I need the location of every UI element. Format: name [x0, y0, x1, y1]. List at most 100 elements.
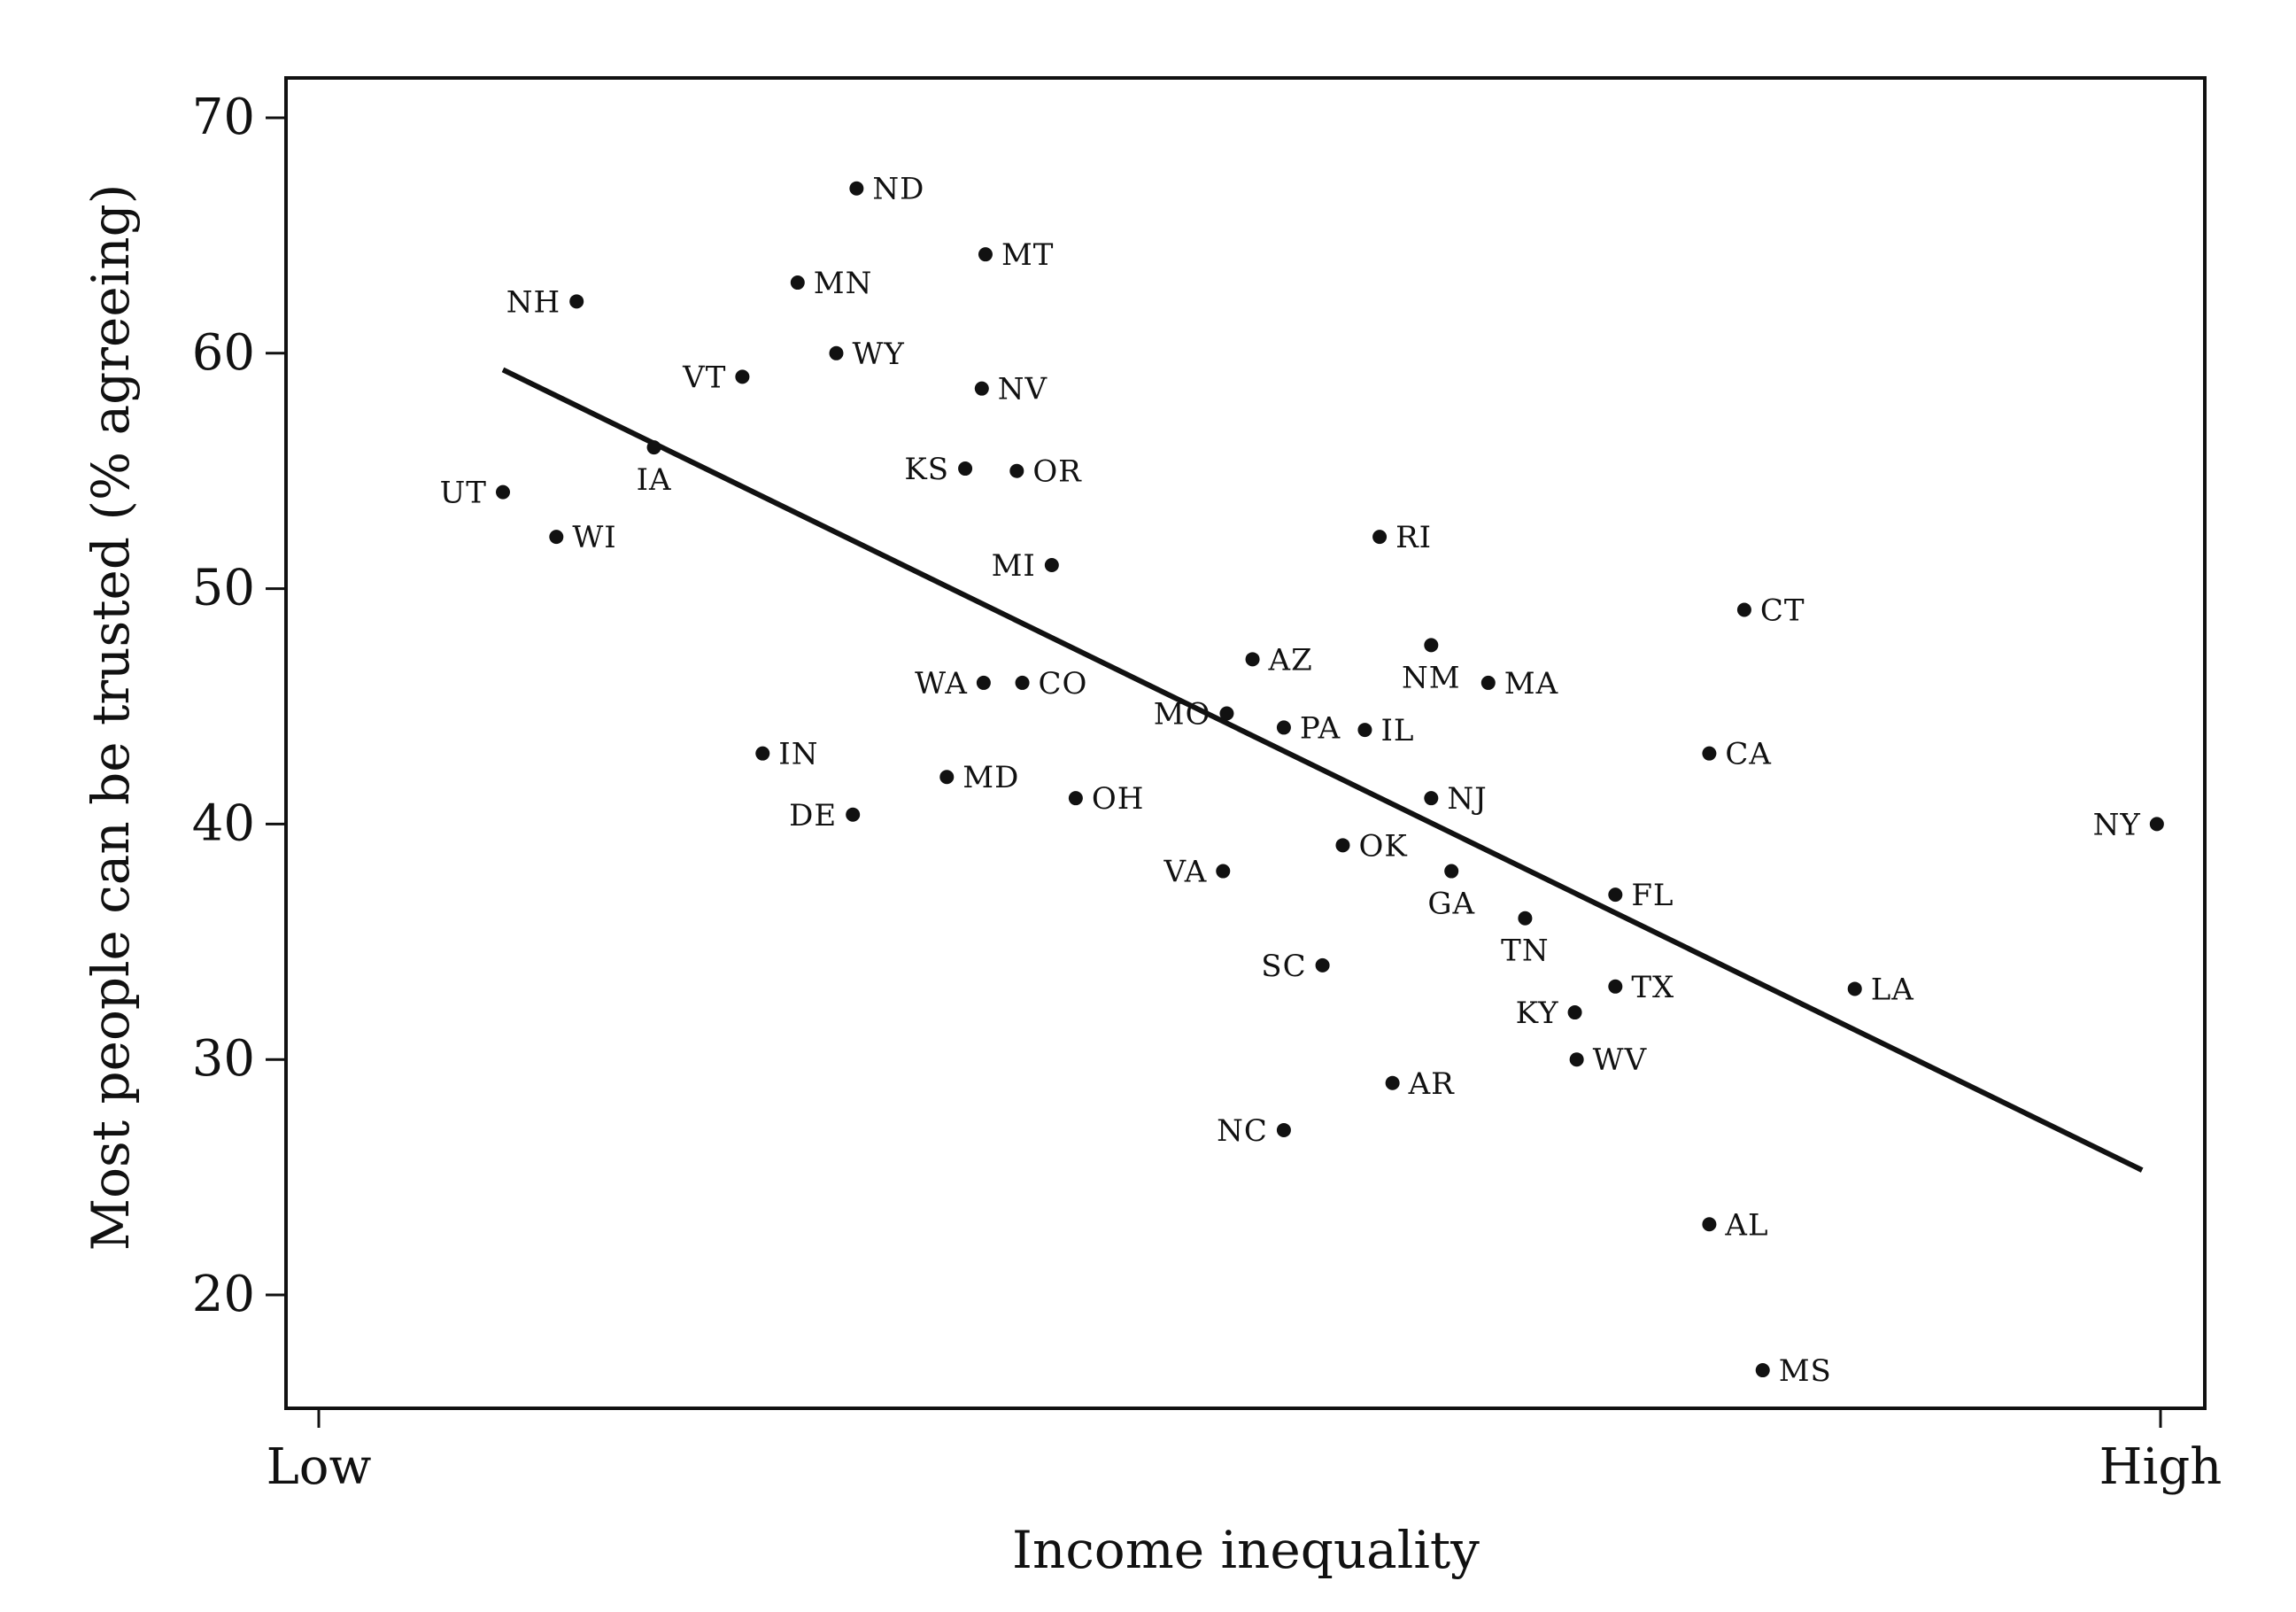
data-point-ri	[1372, 530, 1388, 545]
point-label-ri: RI	[1395, 520, 1432, 555]
point-label-md: MD	[962, 760, 1019, 795]
data-point-fl	[1608, 887, 1623, 903]
point-label-ma: MA	[1504, 666, 1558, 701]
point-label-vt: VT	[682, 360, 726, 395]
point-label-wi: WI	[572, 520, 616, 555]
point-label-sc: SC	[1261, 949, 1306, 984]
y-tick-label: 70	[192, 89, 255, 146]
point-label-ks: KS	[904, 452, 949, 487]
data-point-tn	[1518, 911, 1533, 926]
point-label-mt: MT	[1001, 237, 1055, 273]
data-point-la	[1847, 981, 1862, 996]
point-label-wa: WA	[915, 666, 968, 701]
data-point-il	[1357, 723, 1372, 738]
point-label-ms: MS	[1779, 1353, 1832, 1389]
data-point-nj	[1424, 791, 1439, 806]
data-point-wi	[549, 530, 564, 545]
data-point-ky	[1567, 1005, 1582, 1020]
data-point-ut	[496, 484, 510, 500]
point-label-ca: CA	[1725, 737, 1772, 772]
point-label-nh: NH	[506, 284, 560, 320]
x-axis-title: Income inequality	[1012, 1520, 1480, 1580]
point-label-ga: GA	[1427, 887, 1475, 922]
data-point-ca	[1702, 746, 1717, 761]
point-label-ny: NY	[2093, 807, 2141, 842]
point-label-oh: OH	[1092, 781, 1145, 817]
data-point-nc	[1276, 1122, 1291, 1137]
data-point-oh	[1068, 791, 1083, 806]
data-point-co	[1015, 675, 1030, 690]
point-label-ut: UT	[440, 476, 487, 511]
point-label-tn: TN	[1501, 934, 1549, 969]
data-point-ma	[1480, 675, 1496, 690]
data-point-sc	[1315, 957, 1330, 973]
point-label-va: VA	[1163, 855, 1207, 890]
point-label-tx: TX	[1631, 970, 1674, 1005]
plot-frame	[284, 76, 2207, 1410]
data-point-wv	[1569, 1052, 1584, 1067]
point-label-fl: FL	[1631, 878, 1674, 913]
x-axis: Low High	[267, 1408, 2223, 1496]
data-point-ia	[646, 440, 661, 455]
data-point-wa	[976, 675, 991, 690]
data-point-ny	[2149, 817, 2164, 832]
data-points: ND MT MN NH WY VT NV IA KS OR UT WI RI MI CT NM AZ WA CO MA…	[440, 172, 2164, 1389]
data-point-mi	[1044, 558, 1059, 573]
data-point-ok	[1335, 838, 1350, 853]
point-label-mo: MO	[1154, 696, 1211, 732]
point-label-nc: NC	[1217, 1113, 1268, 1149]
data-point-tx	[1608, 979, 1623, 994]
point-label-wv: WV	[1593, 1042, 1648, 1078]
data-point-ct	[1736, 602, 1751, 617]
data-point-ar	[1385, 1075, 1400, 1090]
data-point-vt	[735, 369, 750, 384]
point-label-or: OR	[1032, 454, 1082, 490]
point-label-ar: AR	[1408, 1066, 1456, 1102]
data-point-mn	[790, 275, 805, 291]
data-point-mo	[1219, 706, 1234, 721]
data-point-md	[939, 770, 955, 785]
point-label-mn: MN	[814, 266, 873, 301]
data-point-mt	[978, 247, 993, 262]
point-label-mi: MI	[992, 548, 1036, 584]
point-label-nd: ND	[872, 172, 924, 207]
point-label-ia: IA	[637, 462, 672, 498]
data-point-va	[1216, 864, 1231, 879]
data-point-nh	[569, 294, 584, 309]
point-label-la: LA	[1871, 972, 1914, 1007]
y-tick-label: 50	[192, 560, 255, 617]
point-label-nm: NM	[1402, 660, 1461, 695]
data-point-nv	[974, 381, 989, 396]
data-point-ks	[958, 461, 973, 477]
data-point-al	[1702, 1217, 1717, 1232]
point-label-al: AL	[1724, 1207, 1768, 1243]
data-point-pa	[1276, 720, 1291, 735]
point-label-co: CO	[1039, 666, 1088, 701]
y-axis: 20 30 40 50 60 70	[192, 89, 286, 1323]
trend-line	[501, 367, 2144, 1173]
x-tick-label: Low	[267, 1438, 372, 1496]
y-tick-label: 60	[192, 324, 255, 382]
y-axis-title: Most people can be trusted (% agreeing)	[81, 184, 141, 1252]
point-label-ky: KY	[1516, 996, 1559, 1031]
data-point-az	[1245, 652, 1260, 667]
data-point-ms	[1755, 1363, 1770, 1378]
data-point-in	[755, 746, 770, 761]
point-label-nv: NV	[998, 372, 1048, 407]
x-tick-label: High	[2099, 1438, 2223, 1496]
data-point-nm	[1424, 638, 1439, 653]
point-label-de: DE	[789, 798, 837, 833]
y-tick-label: 40	[192, 794, 255, 852]
y-tick-label: 30	[192, 1030, 255, 1088]
point-label-pa: PA	[1300, 710, 1341, 746]
point-label-in: IN	[778, 737, 818, 772]
data-point-de	[846, 807, 861, 822]
point-label-ct: CT	[1760, 593, 1805, 629]
data-point-nd	[849, 181, 864, 196]
point-label-il: IL	[1380, 713, 1414, 748]
point-label-az: AZ	[1268, 642, 1313, 678]
data-point-ga	[1444, 864, 1459, 879]
point-label-wy: WY	[852, 337, 904, 372]
data-point-or	[1009, 463, 1024, 478]
